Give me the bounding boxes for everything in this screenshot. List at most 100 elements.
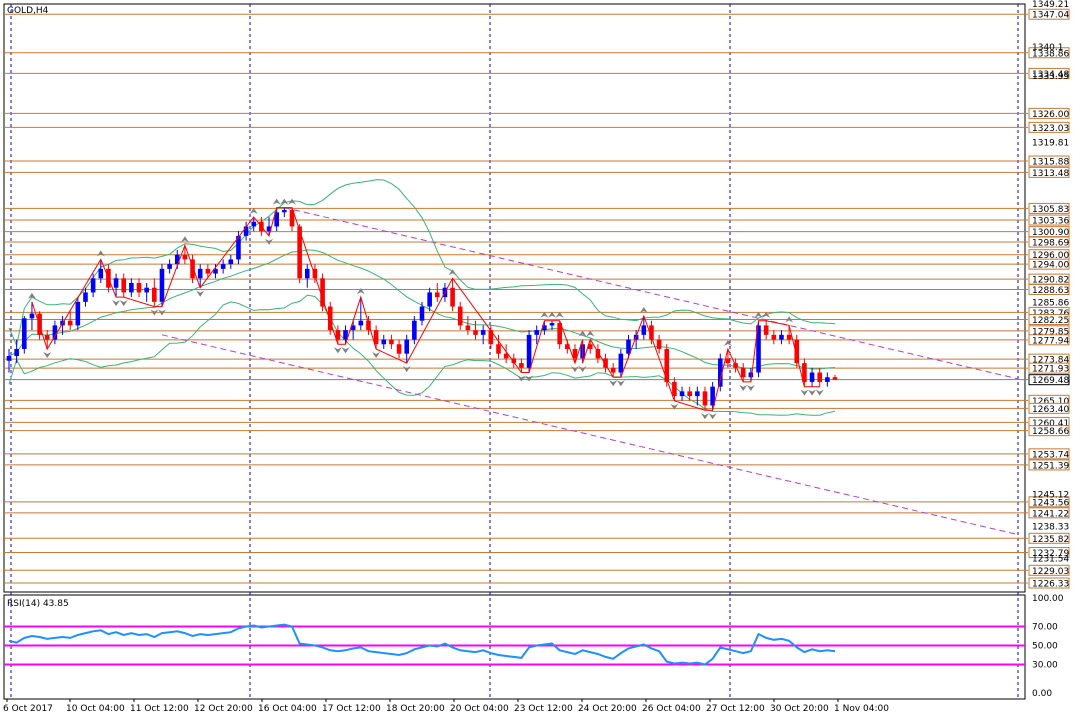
candle-body	[695, 391, 700, 397]
price-level-tag: 1294.00	[1028, 258, 1070, 271]
candle	[710, 381, 715, 411]
candle-body	[266, 226, 272, 232]
candle-body	[136, 282, 142, 293]
price-level-tag-box	[1028, 283, 1070, 295]
price-level-tag: 1263.40	[1028, 402, 1070, 415]
x-axis-tick-label: 27 Oct 12:00	[706, 704, 765, 714]
candle-body	[113, 278, 119, 288]
candle-body	[167, 264, 172, 269]
candle-body	[457, 306, 463, 326]
candle-body	[197, 268, 203, 279]
candle-body	[152, 287, 157, 302]
candle	[825, 372, 830, 387]
fractal-down-marker	[609, 380, 618, 387]
fractal-down-marker	[119, 300, 128, 307]
x-axis-tick-label: 20 Oct 04:00	[450, 704, 509, 714]
candle	[113, 273, 119, 298]
candle-body	[83, 292, 88, 302]
price-axis-tick-label: 1349.21	[1032, 0, 1069, 10]
price-level-tag-box	[1028, 236, 1070, 248]
rsi-label: RSI(14) 43.85	[7, 599, 69, 609]
candle-body	[595, 348, 601, 359]
rsi-axis-tick-label: 30.00	[1032, 661, 1058, 671]
candle-body	[22, 318, 27, 349]
price-level-label: 1241.22	[1032, 509, 1069, 519]
fractal-down-marker	[670, 403, 679, 410]
candle	[266, 217, 272, 236]
chart-title: GOLD,H4	[7, 6, 49, 16]
candle	[817, 367, 822, 387]
fractal-down-marker	[157, 309, 166, 316]
price-level-label: 1290.82	[1032, 276, 1069, 286]
price-level-tag-box	[1028, 67, 1070, 79]
price-level-label: 1271.93	[1032, 365, 1069, 375]
price-level-tag: 1338.86	[1028, 47, 1070, 59]
candle-body	[549, 323, 555, 326]
fractal-down-marker	[578, 366, 587, 373]
fractal-up-marker	[723, 339, 732, 346]
candle-body	[350, 325, 356, 331]
candle	[312, 264, 318, 283]
candle	[435, 282, 440, 302]
price-level-tag: 1235.82	[1028, 532, 1070, 545]
candle-body	[771, 334, 777, 340]
fractal-down-marker	[525, 375, 534, 382]
candle	[389, 334, 394, 349]
candle-body	[304, 268, 310, 279]
price-level-label: 1305.83	[1032, 205, 1069, 215]
fractal-up-marker	[578, 330, 587, 337]
price-axis-tick-label: 1340.1	[1032, 43, 1064, 53]
candle-body	[794, 339, 800, 364]
candle-body	[587, 344, 593, 349]
fractal-down-marker	[150, 309, 159, 316]
rsi-plot-frame	[3, 594, 1026, 700]
fractal-down-marker	[739, 384, 748, 391]
price-level-tag-box	[1028, 155, 1070, 167]
candle-body	[832, 377, 838, 380]
candle-body	[14, 348, 19, 357]
candle-body	[618, 353, 624, 373]
candle	[297, 224, 302, 283]
fractal-up-marker	[639, 306, 648, 313]
candle-body	[496, 344, 501, 354]
fractal-up-marker	[540, 311, 549, 318]
candle	[396, 339, 402, 359]
candle	[794, 334, 800, 368]
price-level-tag-box	[1028, 564, 1070, 576]
candle	[832, 374, 838, 380]
candle-body	[473, 330, 478, 335]
fractal-up-marker	[249, 208, 258, 215]
fractal-down-marker	[333, 347, 342, 354]
fractal-up-marker	[280, 198, 289, 205]
fractal-down-marker	[402, 366, 411, 373]
fractal-down-marker	[517, 375, 526, 382]
candle	[327, 301, 333, 335]
price-level-tag: 1298.69	[1028, 236, 1070, 249]
price-level-label: 1265.10	[1032, 397, 1069, 407]
candle	[626, 334, 631, 359]
candle	[656, 334, 662, 354]
price-level-label: 1251.39	[1032, 461, 1069, 471]
fractal-down-marker	[815, 389, 824, 396]
candle	[182, 245, 188, 265]
fractal-up-marker	[785, 316, 794, 323]
candle	[717, 353, 723, 392]
bollinger-band-upper	[8, 179, 836, 348]
price-level-tag-box	[1028, 402, 1070, 414]
price-level-tag: 1251.39	[1028, 459, 1070, 471]
candle-body	[274, 212, 279, 227]
candle	[152, 278, 157, 307]
candle-body	[373, 330, 379, 345]
candle-body	[664, 348, 670, 382]
candle-body	[825, 377, 830, 382]
candle	[159, 264, 165, 307]
fractal-up-marker	[287, 198, 296, 205]
price-level-tag-box	[1028, 577, 1070, 589]
candle-body	[52, 325, 58, 340]
price-level-label: 1326.00	[1032, 110, 1069, 120]
candle	[136, 278, 142, 298]
price-level-label: 1282.25	[1032, 316, 1069, 326]
price-level-label: 1263.40	[1032, 405, 1069, 415]
x-axis-tick-label: 12 Oct 20:00	[194, 704, 253, 714]
price-level-label: 1253.74	[1032, 450, 1069, 460]
